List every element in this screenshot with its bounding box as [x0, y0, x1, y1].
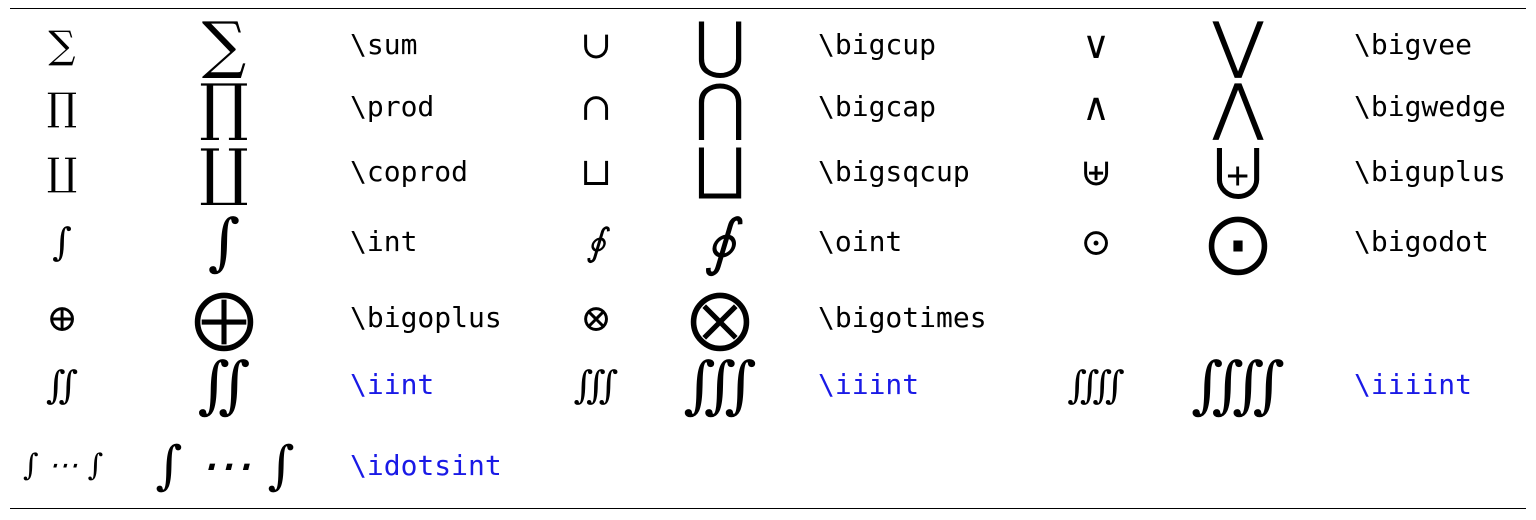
operator-symbol-inline: ∮ — [586, 220, 606, 264]
operator-symbol-inline: ⊎ — [1080, 150, 1112, 194]
latex-command: \prod — [350, 90, 435, 123]
operator-symbol-inline: ∬ — [45, 363, 79, 407]
latex-command: \iint — [350, 368, 435, 401]
operator-symbol-inline: ⊔ — [580, 150, 612, 194]
latex-command: \bigcap — [818, 90, 937, 123]
operator-symbol-inline: ∨ — [1082, 23, 1110, 67]
latex-command: \biguplus — [1354, 155, 1506, 188]
operator-symbol-display: ∫ — [207, 205, 241, 278]
operator-symbol-display: ∏ — [199, 70, 249, 143]
operator-symbol-display: ∐ — [199, 135, 249, 208]
latex-command: \sum — [350, 28, 418, 61]
operator-symbol-display: ∬ — [197, 348, 251, 421]
latex-command: \bigwedge — [1354, 90, 1506, 123]
operator-symbol-display: ⨌ — [1191, 348, 1285, 421]
operator-symbol-inline: ⊗ — [580, 296, 612, 340]
latex-command: \iiiint — [1354, 368, 1473, 401]
operator-symbol-inline: ∩ — [580, 85, 612, 129]
operator-symbol-inline: ⊕ — [46, 296, 78, 340]
operator-symbol-display: ∭ — [683, 348, 757, 421]
operator-symbol-inline: ∭ — [573, 363, 619, 407]
operator-symbol-inline: ⊙ — [1080, 220, 1112, 264]
operator-symbol-display: ⨀ — [1207, 205, 1269, 278]
operator-symbol-inline: ∪ — [580, 23, 612, 67]
operator-symbol-inline: ∏ — [46, 85, 78, 129]
latex-command: \int — [350, 225, 418, 258]
operator-symbol-inline: ∑ — [48, 23, 76, 67]
latex-command: \bigcup — [818, 28, 937, 61]
operator-symbol-inline: ∐ — [46, 150, 78, 194]
operator-symbol-display: ∮ — [703, 205, 737, 278]
operator-symbol-inline: ⨌ — [1067, 363, 1125, 407]
operator-symbol-display: ∑ — [201, 8, 247, 81]
operator-symbol-inline: ∫ ⋯ ∫ — [22, 448, 104, 483]
operator-symbol-display: ⋀ — [1212, 70, 1264, 143]
bottom-rule — [10, 508, 1526, 509]
operator-symbol-display: ⨁ — [193, 281, 255, 354]
latex-command: \bigodot — [1354, 225, 1489, 258]
latex-command: \bigvee — [1354, 28, 1473, 61]
operator-symbol-inline: ∫ — [52, 220, 72, 264]
operator-symbol-display: ∫ ⋯ ∫ — [155, 436, 295, 496]
latex-command: \iiint — [818, 368, 920, 401]
operator-symbol-display: ⨂ — [689, 281, 751, 354]
operator-symbol-display: ⨆ — [695, 135, 745, 208]
latex-command: \coprod — [350, 155, 469, 188]
latex-command: \oint — [818, 225, 903, 258]
operator-symbol-display: ⨄ — [1213, 135, 1263, 208]
latex-command: \idotsint — [350, 449, 502, 482]
operator-symbol-display: ⋂ — [694, 70, 746, 143]
latex-command: \bigotimes — [818, 301, 987, 334]
operator-symbol-display: ⋁ — [1212, 8, 1264, 81]
top-rule — [10, 8, 1526, 9]
operator-symbol-display: ⋃ — [694, 8, 746, 81]
operator-symbol-inline: ∧ — [1082, 85, 1110, 129]
latex-command: \bigsqcup — [818, 155, 970, 188]
latex-command: \bigoplus — [350, 301, 502, 334]
